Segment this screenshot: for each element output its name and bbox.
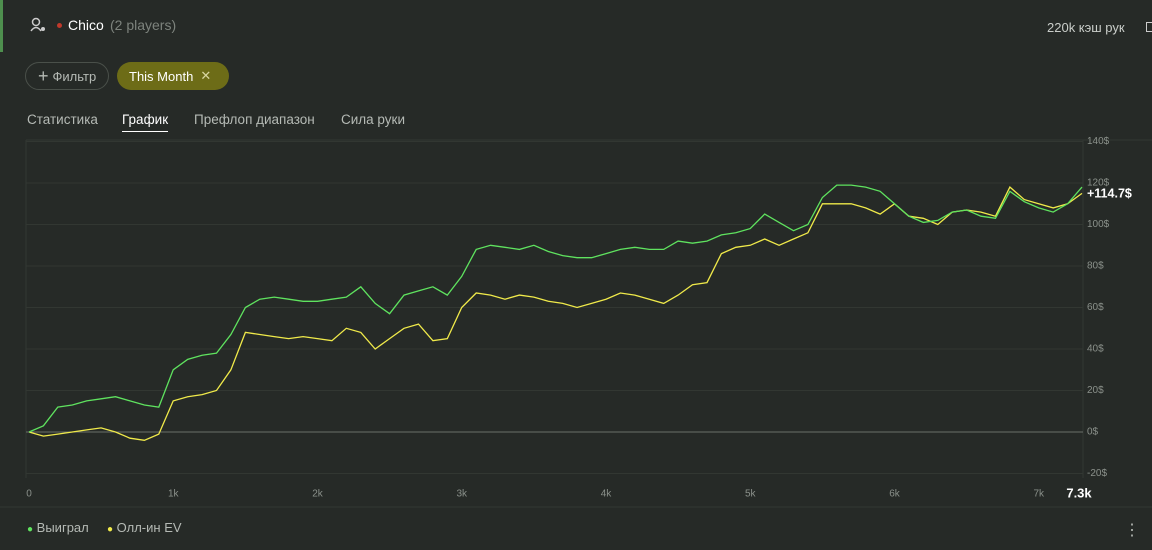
y-tick-label: -20$ <box>1087 468 1107 479</box>
filter-label: Фильтр <box>52 68 97 84</box>
player-name[interactable]: Chico <box>68 17 104 33</box>
legend-item[interactable]: ● Олл-ин EV <box>107 520 182 535</box>
legend-label: Олл-ин EV <box>116 520 182 535</box>
x-tick-label: 0 <box>26 489 32 500</box>
y-tick-label: 120$ <box>1087 178 1110 189</box>
player-count: (2 players) <box>110 17 177 33</box>
tab[interactable]: Сила руки <box>341 112 405 127</box>
y-tick-label: 140$ <box>1087 136 1110 147</box>
status-dot <box>57 23 62 28</box>
filter-button[interactable]: + Фильтр <box>25 62 109 90</box>
active-filter-label: This Month <box>129 68 194 84</box>
y-tick-label: 60$ <box>1087 302 1104 313</box>
tab[interactable]: Статистика <box>27 112 98 127</box>
x-tick-label: 3k <box>456 489 468 500</box>
y-tick-label: 40$ <box>1087 344 1104 355</box>
x-tick-label: 1k <box>168 489 180 500</box>
tab-active[interactable]: График <box>122 112 169 132</box>
x-tick-label: 2k <box>312 489 324 500</box>
menu-icon[interactable]: ⋮ <box>1124 522 1140 539</box>
y-tick-label: 100$ <box>1087 219 1110 230</box>
x-end-label: 7.3k <box>1066 485 1092 500</box>
y-tick-label: 80$ <box>1087 261 1104 272</box>
window-icon[interactable] <box>1146 22 1152 32</box>
x-tick-label: 6k <box>889 489 901 500</box>
player-icon[interactable] <box>30 17 46 33</box>
accent-strip <box>0 0 3 52</box>
y-tick-label: 0$ <box>1087 427 1099 438</box>
active-filter[interactable]: This Month ✕ <box>117 62 229 90</box>
hands-count: 220k кэш рук <box>1047 20 1125 35</box>
series-line <box>28 184 1083 433</box>
end-label: +114.7$ <box>1087 186 1132 200</box>
x-tick-label: 4k <box>601 489 613 500</box>
x-tick-label: 7k <box>1033 489 1045 500</box>
x-tick-label: 5k <box>745 489 757 500</box>
tab[interactable]: Префлоп диапазон <box>194 112 315 127</box>
legend-item[interactable]: ● Выиграл <box>27 520 89 535</box>
series-line <box>28 186 1083 441</box>
y-tick-label: 20$ <box>1087 385 1104 396</box>
legend-label: Выиграл <box>36 520 89 535</box>
